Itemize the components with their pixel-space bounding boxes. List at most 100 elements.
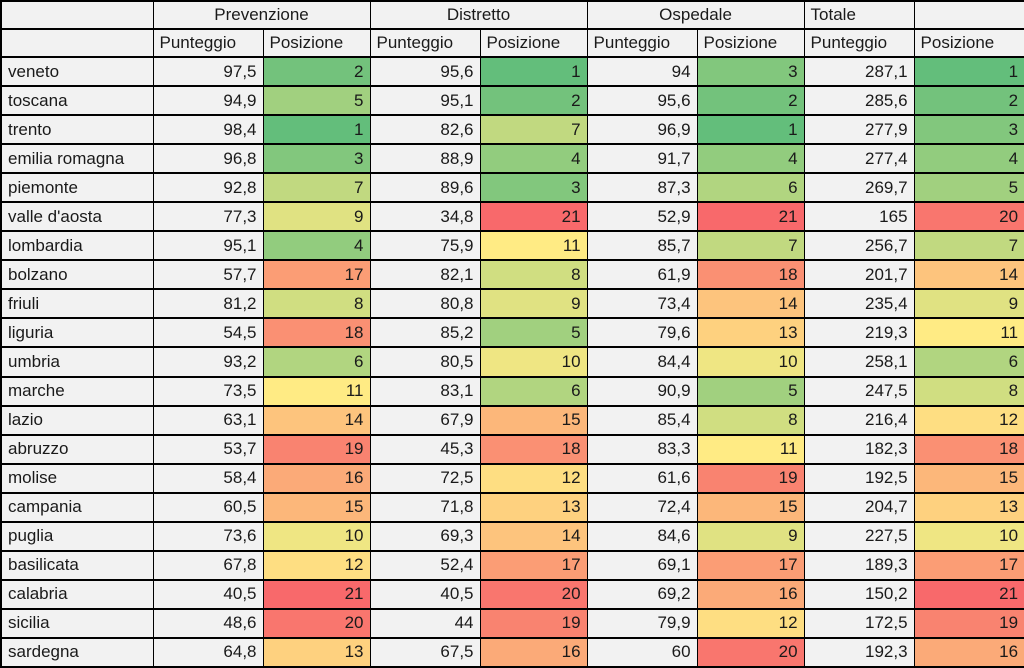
distretto-punteggio-cell: 71,8 <box>369 491 481 523</box>
distretto-punteggio-cell: 80,5 <box>369 346 481 378</box>
distretto-posizione-cell: 2 <box>479 85 588 117</box>
group-header-row: Prevenzione Distretto Ospedale Totale <box>0 0 1024 30</box>
prevenzione-punteggio-cell: 92,8 <box>152 172 264 204</box>
region-cell: liguria <box>0 317 154 349</box>
distretto-punteggio-cell: 67,9 <box>369 404 481 436</box>
totale-punteggio-cell: 269,7 <box>803 172 915 204</box>
prevenzione-punteggio-cell: 97,5 <box>152 55 264 88</box>
ospedale-punteggio-cell: 85,4 <box>586 404 698 436</box>
prevenzione-posizione-cell: 20 <box>262 607 371 639</box>
table-row: trento 98,4 1 82,6 7 96,9 1 277,9 3 <box>0 114 1024 146</box>
ospedale-punteggio-cell: 94 <box>586 55 698 88</box>
totale-punteggio-cell: 227,5 <box>803 520 915 552</box>
totale-posizione-header: Posizione <box>913 28 1024 58</box>
table-body: veneto 97,5 2 95,6 1 94 3 287,1 1 toscana 94,9 5 95,… <box>0 55 1024 668</box>
totale-punteggio-cell: 182,3 <box>803 433 915 465</box>
table-row: sicilia 48,6 20 44 19 79,9 12 172,5 19 <box>0 607 1024 639</box>
region-cell: sicilia <box>0 607 154 639</box>
totale-punteggio-cell: 287,1 <box>803 55 915 88</box>
prevenzione-punteggio-cell: 73,6 <box>152 520 264 552</box>
ospedale-posizione-header: Posizione <box>696 28 805 58</box>
distretto-punteggio-cell: 75,9 <box>369 230 481 262</box>
ospedale-punteggio-cell: 95,6 <box>586 85 698 117</box>
ospedale-punteggio-cell: 83,3 <box>586 433 698 465</box>
distretto-punteggio-cell: 44 <box>369 607 481 639</box>
totale-punteggio-cell: 256,7 <box>803 230 915 262</box>
top-right-empty-cell <box>913 0 1024 30</box>
distretto-punteggio-header: Punteggio <box>369 28 481 58</box>
prevenzione-posizione-cell: 18 <box>262 317 371 349</box>
distretto-punteggio-cell: 85,2 <box>369 317 481 349</box>
table-row: sardegna 64,8 13 67,5 16 60 20 192,3 16 <box>0 636 1024 668</box>
prevenzione-posizione-cell: 13 <box>262 636 371 668</box>
group-header-distretto: Distretto <box>369 0 588 30</box>
table-row: veneto 97,5 2 95,6 1 94 3 287,1 1 <box>0 55 1024 88</box>
prevenzione-punteggio-cell: 67,8 <box>152 549 264 581</box>
table-row: liguria 54,5 18 85,2 5 79,6 13 219,3 11 <box>0 317 1024 349</box>
prevenzione-posizione-cell: 12 <box>262 549 371 581</box>
region-cell: abruzzo <box>0 433 154 465</box>
distretto-punteggio-cell: 95,1 <box>369 85 481 117</box>
distretto-posizione-cell: 5 <box>479 317 588 349</box>
ospedale-posizione-cell: 13 <box>696 317 805 349</box>
ospedale-punteggio-cell: 72,4 <box>586 491 698 523</box>
totale-posizione-cell: 10 <box>913 520 1024 552</box>
prevenzione-posizione-cell: 16 <box>262 462 371 494</box>
prevenzione-punteggio-cell: 58,4 <box>152 462 264 494</box>
totale-punteggio-cell: 285,6 <box>803 85 915 117</box>
totale-punteggio-cell: 165 <box>803 201 915 233</box>
distretto-punteggio-cell: 72,5 <box>369 462 481 494</box>
totale-punteggio-cell: 204,7 <box>803 491 915 523</box>
distretto-posizione-cell: 12 <box>479 462 588 494</box>
distretto-punteggio-cell: 40,5 <box>369 578 481 610</box>
totale-punteggio-cell: 192,3 <box>803 636 915 668</box>
distretto-posizione-cell: 15 <box>479 404 588 436</box>
region-cell: bolzano <box>0 259 154 291</box>
distretto-posizione-cell: 14 <box>479 520 588 552</box>
ospedale-posizione-cell: 12 <box>696 607 805 639</box>
prevenzione-punteggio-cell: 54,5 <box>152 317 264 349</box>
distretto-posizione-cell: 18 <box>479 433 588 465</box>
table-row: umbria 93,2 6 80,5 10 84,4 10 258,1 6 <box>0 346 1024 378</box>
ospedale-posizione-cell: 14 <box>696 288 805 320</box>
totale-punteggio-cell: 192,5 <box>803 462 915 494</box>
totale-punteggio-cell: 172,5 <box>803 607 915 639</box>
table-row: lazio 63,1 14 67,9 15 85,4 8 216,4 12 <box>0 404 1024 436</box>
prevenzione-punteggio-cell: 94,9 <box>152 85 264 117</box>
distretto-punteggio-cell: 82,1 <box>369 259 481 291</box>
distretto-posizione-cell: 4 <box>479 143 588 175</box>
prevenzione-posizione-header: Posizione <box>262 28 371 58</box>
ospedale-posizione-cell: 10 <box>696 346 805 378</box>
prevenzione-posizione-cell: 5 <box>262 85 371 117</box>
ospedale-posizione-cell: 1 <box>696 114 805 146</box>
region-cell: puglia <box>0 520 154 552</box>
ospedale-posizione-cell: 20 <box>696 636 805 668</box>
distretto-posizione-cell: 20 <box>479 578 588 610</box>
prevenzione-posizione-cell: 1 <box>262 114 371 146</box>
distretto-posizione-header: Posizione <box>479 28 588 58</box>
prevenzione-punteggio-cell: 53,7 <box>152 433 264 465</box>
ospedale-punteggio-cell: 84,6 <box>586 520 698 552</box>
region-column-empty-header <box>0 28 154 58</box>
distretto-posizione-cell: 21 <box>479 201 588 233</box>
table-row: toscana 94,9 5 95,1 2 95,6 2 285,6 2 <box>0 85 1024 117</box>
region-cell: umbria <box>0 346 154 378</box>
region-cell: friuli <box>0 288 154 320</box>
distretto-punteggio-cell: 95,6 <box>369 55 481 88</box>
distretto-punteggio-cell: 34,8 <box>369 201 481 233</box>
prevenzione-punteggio-cell: 73,5 <box>152 375 264 407</box>
prevenzione-punteggio-cell: 40,5 <box>152 578 264 610</box>
distretto-posizione-cell: 3 <box>479 172 588 204</box>
ospedale-posizione-cell: 11 <box>696 433 805 465</box>
prevenzione-posizione-cell: 7 <box>262 172 371 204</box>
distretto-punteggio-cell: 82,6 <box>369 114 481 146</box>
ospedale-posizione-cell: 3 <box>696 55 805 88</box>
totale-posizione-cell: 11 <box>913 317 1024 349</box>
ospedale-punteggio-cell: 84,4 <box>586 346 698 378</box>
ospedale-punteggio-cell: 96,9 <box>586 114 698 146</box>
totale-posizione-cell: 12 <box>913 404 1024 436</box>
ospedale-posizione-cell: 7 <box>696 230 805 262</box>
region-cell: veneto <box>0 55 154 88</box>
totale-posizione-cell: 19 <box>913 607 1024 639</box>
